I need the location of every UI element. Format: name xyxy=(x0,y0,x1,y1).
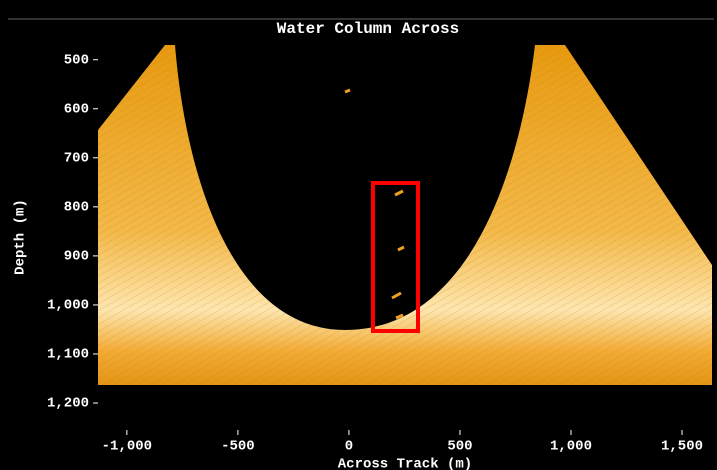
x-tick-label: 500 xyxy=(447,439,472,455)
y-tick-label: 1,100 xyxy=(47,347,89,363)
y-tick-label: 700 xyxy=(64,151,89,167)
y-tick-label: 500 xyxy=(64,52,89,68)
y-tick-label: 1,000 xyxy=(47,298,89,314)
y-tick-label: 800 xyxy=(64,200,89,216)
title: Water Column Across xyxy=(277,20,459,38)
y-tick-label: 600 xyxy=(64,101,89,117)
y-axis-label: Depth (m) xyxy=(13,199,29,275)
y-tick-label: 1,200 xyxy=(47,396,89,412)
sonar-view: Water Column Across Across Track (m) Dep… xyxy=(0,0,717,470)
y-tick-label: 900 xyxy=(64,249,89,265)
x-tick-label: -1,000 xyxy=(102,439,152,455)
x-tick-label: 1,000 xyxy=(550,439,592,455)
x-tick-label: 1,500 xyxy=(661,439,703,455)
x-tick-label: -500 xyxy=(221,439,255,455)
x-axis-label: Across Track (m) xyxy=(338,457,472,470)
x-tick-label: 0 xyxy=(345,439,353,455)
seafloor-shadow xyxy=(98,385,712,430)
